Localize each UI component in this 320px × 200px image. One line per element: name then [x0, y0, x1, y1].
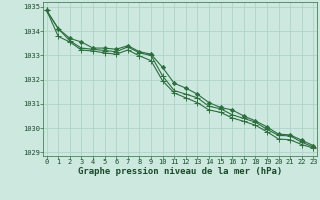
X-axis label: Graphe pression niveau de la mer (hPa): Graphe pression niveau de la mer (hPa) — [78, 167, 282, 176]
